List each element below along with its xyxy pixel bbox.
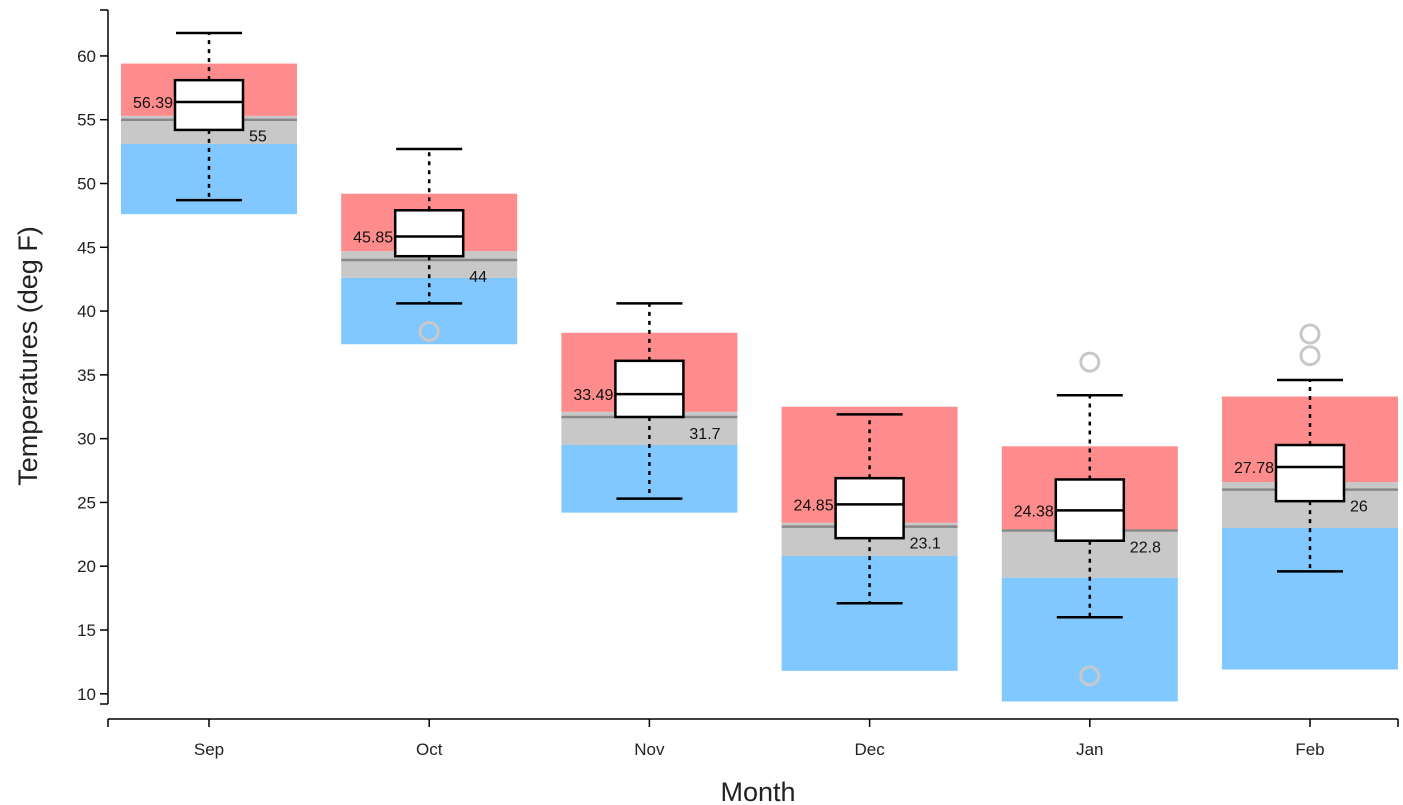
y-tick-label: 55 bbox=[77, 111, 96, 130]
lower-band bbox=[121, 143, 297, 215]
normal-value-label: 31.7 bbox=[689, 426, 720, 443]
median-value-label: 27.78 bbox=[1234, 460, 1274, 477]
median-value-label: 33.49 bbox=[573, 387, 613, 404]
normal-value-label: 44 bbox=[469, 269, 487, 286]
iqr-box bbox=[834, 476, 905, 540]
plot-area: 56.39 55 45.85 44 33.49 31.7 24.85 23.1 24.38 22.… bbox=[121, 31, 1398, 702]
month-group-jan: 24.38 22.8 bbox=[1001, 351, 1178, 702]
iqr-box bbox=[614, 359, 685, 419]
outlier-point bbox=[1299, 345, 1321, 367]
month-group-sep: 56.39 55 bbox=[121, 31, 297, 215]
lower-band bbox=[341, 277, 518, 345]
normal-value-label: 26 bbox=[1350, 499, 1368, 516]
x-tick-label: Sep bbox=[194, 740, 224, 759]
axes: 10 15 20 25 30 35 40 45 50 55 60 Sep Oct Nov Dec Jan Feb bbox=[77, 9, 1399, 759]
y-axis-title: Temperatures (deg F) bbox=[13, 226, 43, 486]
median-value-label: 45.85 bbox=[353, 229, 393, 246]
normal-value-label: 55 bbox=[249, 129, 267, 146]
y-tick-label: 40 bbox=[77, 302, 96, 321]
y-tick-label: 60 bbox=[77, 47, 96, 66]
month-group-dec: 24.85 23.1 bbox=[781, 406, 958, 671]
lower-band bbox=[781, 556, 958, 671]
month-group-nov: 33.49 31.7 bbox=[561, 302, 738, 513]
outlier-point bbox=[418, 320, 440, 342]
iqr-box bbox=[173, 78, 245, 132]
median-value-label: 56.39 bbox=[133, 95, 173, 112]
y-tick-label: 30 bbox=[77, 430, 96, 449]
x-tick-label: Nov bbox=[634, 740, 665, 759]
outlier-point bbox=[1299, 323, 1321, 345]
month-group-feb: 27.78 26 bbox=[1222, 323, 1398, 670]
month-group-oct: 45.85 44 bbox=[341, 147, 518, 345]
outlier-point bbox=[1079, 351, 1101, 373]
iqr-box bbox=[1274, 443, 1346, 503]
y-tick-label: 25 bbox=[77, 493, 96, 512]
x-tick-label: Feb bbox=[1295, 740, 1324, 759]
x-axis-title: Month bbox=[720, 777, 795, 805]
y-tick-label: 45 bbox=[77, 238, 96, 257]
normal-value-label: 23.1 bbox=[910, 536, 941, 553]
y-tick-label: 20 bbox=[77, 557, 96, 576]
iqr-box bbox=[393, 209, 465, 258]
lower-band bbox=[1222, 527, 1398, 670]
x-tick-label: Dec bbox=[854, 740, 885, 759]
y-tick-label: 15 bbox=[77, 621, 96, 640]
y-tick-label: 50 bbox=[77, 175, 96, 194]
outlier-point bbox=[1079, 665, 1101, 687]
y-tick-label: 35 bbox=[77, 366, 96, 385]
median-value-label: 24.85 bbox=[794, 497, 834, 514]
median-value-label: 24.38 bbox=[1014, 503, 1054, 520]
normal-value-label: 22.8 bbox=[1130, 540, 1161, 557]
x-tick-label: Oct bbox=[416, 740, 443, 759]
x-tick-label: Jan bbox=[1076, 740, 1103, 759]
y-tick-label: 10 bbox=[77, 685, 96, 704]
